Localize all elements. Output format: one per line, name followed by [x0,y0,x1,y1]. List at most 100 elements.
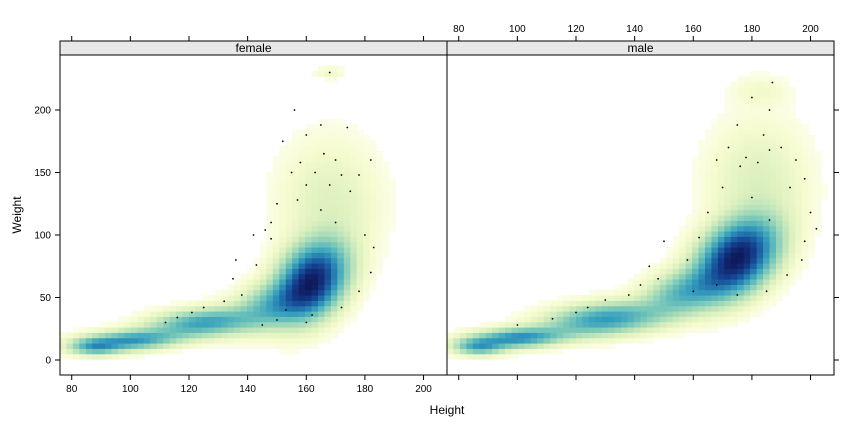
heat-tile [795,204,803,211]
heat-tile [259,305,267,312]
heat-tile [724,231,732,237]
heat-tile [388,209,396,216]
heat-tile [182,311,190,317]
heat-tile [743,247,751,253]
heat-tile [318,156,326,163]
heat-tile [659,263,667,269]
heat-tile [298,231,306,237]
heat-tile [737,289,745,296]
heat-tile [369,215,377,221]
heat-tile [788,236,796,243]
heat-tile [130,353,138,360]
heat-tile [511,311,519,317]
heat-tile [298,215,306,221]
heat-tile [479,321,487,328]
heat-tile [163,316,171,323]
heat-tile [750,263,758,269]
heat-tile [640,305,648,312]
heat-tile [698,145,706,152]
heat-tile [698,161,706,168]
heat-tile [737,204,745,211]
heat-tile [801,172,809,179]
heat-tile [698,268,706,275]
heat-tile [717,209,725,216]
heat-tile [337,305,345,312]
heat-tile [318,295,326,301]
heat-tile [769,257,777,264]
heat-tile [685,268,693,275]
heat-tile [769,247,777,253]
heat-tile [279,183,287,189]
heat-tile [692,209,700,216]
heat-tile [318,172,326,179]
heat-tile [330,241,338,248]
heat-tile [492,327,500,333]
heat-tile [369,209,377,216]
heat-tile [730,140,738,147]
heat-tile [305,284,313,291]
heat-tile [163,321,171,328]
heat-tile [292,156,300,163]
heat-tile [730,316,738,323]
heat-tile [305,273,313,280]
heat-tile [743,311,751,317]
heat-tile [750,71,758,77]
heat-tile [621,327,629,333]
heat-tile [750,167,758,173]
data-point [715,284,718,286]
heat-tile [343,273,351,280]
heat-tile [363,236,371,243]
heat-tile [685,321,693,328]
heat-tile [253,321,261,328]
heat-tile [92,343,100,349]
heat-tile [298,252,306,259]
heat-tile [272,172,280,179]
heat-tile [595,316,603,323]
heat-tile [743,177,751,184]
heat-tile [775,76,783,83]
heat-tile [750,295,758,301]
heat-tile [614,284,622,291]
heat-tile [285,209,293,216]
heat-tile [782,172,790,179]
heat-tile [576,321,584,328]
heat-tile [105,343,113,349]
heat-tile [788,252,796,259]
heat-tile [730,113,738,120]
heat-tile [337,263,345,269]
heat-tile [782,119,790,125]
heat-tile [698,151,706,157]
heat-tile [388,193,396,200]
heat-tile [756,204,764,211]
heat-tile [369,156,377,163]
heat-tile [750,289,758,296]
heat-tile [350,241,358,248]
heat-tile [782,263,790,269]
heat-tile [692,289,700,296]
heat-tile [659,289,667,296]
heat-tile [730,284,738,291]
heat-tile [343,241,351,248]
heat-tile [298,284,306,291]
heat-tile [730,193,738,200]
heat-tile [337,257,345,264]
heat-tile [814,220,822,227]
heat-tile [214,343,222,349]
heat-tile [376,252,384,259]
heat-tile [711,316,719,323]
heat-tile [698,156,706,163]
heat-tile [775,273,783,280]
data-point [780,146,783,149]
heat-tile [447,343,455,349]
heat-tile [737,236,745,243]
heat-tile [769,220,777,227]
heat-tile [788,193,796,200]
heat-tile [795,172,803,179]
heat-tile [679,279,687,285]
heat-tile [737,295,745,301]
heat-tile [272,167,280,173]
heat-tile [743,76,751,83]
heat-tile [279,348,287,355]
heat-tile [505,316,513,323]
heat-tile [272,252,280,259]
